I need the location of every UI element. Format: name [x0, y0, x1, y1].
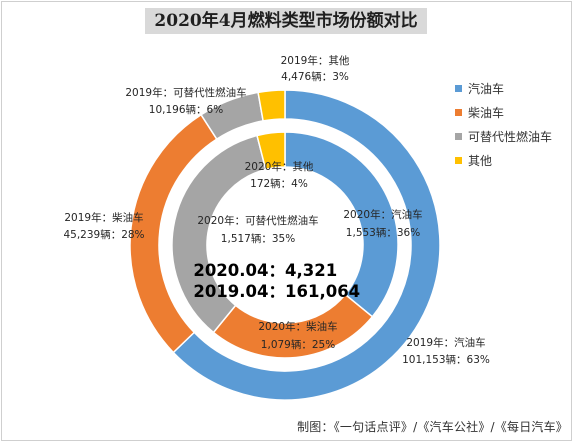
label-2019-alt-line1: 2019年：可替代性燃油车 — [125, 86, 246, 99]
slice-2020-alternative — [171, 134, 267, 334]
inner-ring-2020 — [171, 131, 399, 359]
label-2020-alt-line1: 2020年：可替代性燃油车 — [197, 214, 318, 227]
label-2020-alt-line2: 1,517辆：35% — [221, 232, 295, 245]
legend-item-alternative: 可替代性燃油车 — [455, 124, 552, 148]
total-2020-label: 2020.04： — [193, 261, 285, 280]
slice-2020-other — [256, 131, 286, 171]
legend-item-diesel: 柴油车 — [455, 100, 552, 124]
center-totals: 2020.04： 4,321 2019.04： 161,064 — [193, 261, 360, 301]
label-2020-other-line2: 172辆：4% — [250, 177, 308, 190]
legend-swatch-gasoline — [455, 84, 462, 92]
total-2020-value: 4,321 — [285, 261, 337, 280]
legend-label-other: 其他 — [468, 153, 493, 168]
slice-2019-other — [257, 89, 286, 122]
legend-swatch-alternative — [455, 132, 462, 140]
label-2020-gasoline-line2: 1,553辆：36% — [346, 226, 420, 239]
legend-swatch-diesel — [455, 108, 462, 116]
chart-legend: 汽油车 柴油车 可替代性燃油车 其他 — [455, 76, 552, 172]
label-2019-other-line2: 4,476辆：3% — [281, 70, 349, 83]
total-2019-label: 2019.04： — [193, 282, 285, 301]
legend-item-other: 其他 — [455, 148, 552, 172]
slice-labels: 2019年：其他 4,476辆：3% 2019年：可替代性燃油车 10,196辆… — [63, 54, 489, 366]
legend-item-gasoline: 汽油车 — [455, 76, 552, 100]
label-2020-diesel-line1: 2020年：柴油车 — [258, 320, 337, 333]
total-2019-value: 161,064 — [285, 282, 360, 301]
label-2019-diesel-line1: 2019年：柴油车 — [64, 211, 143, 224]
label-2019-gasoline-line2: 101,153辆：63% — [402, 353, 490, 366]
label-2019-other-line1: 2019年：其他 — [281, 54, 350, 67]
label-2020-diesel-line2: 1,079辆：25% — [261, 338, 335, 351]
legend-label-alternative: 可替代性燃油车 — [468, 129, 553, 144]
label-2019-diesel-line2: 45,239辆：28% — [63, 228, 144, 241]
outer-ring-2019 — [129, 89, 441, 401]
chart-credit: 制图：《一句话点评》/《汽车公社》/《每日汽车》 — [297, 420, 568, 434]
legend-swatch-other — [455, 156, 462, 164]
label-2019-gasoline-line1: 2019年：汽油车 — [406, 336, 485, 349]
legend-label-diesel: 柴油车 — [468, 105, 505, 120]
slice-2019-gasoline — [172, 89, 441, 401]
label-2020-gasoline-line1: 2020年：汽油车 — [343, 208, 422, 221]
label-2020-other-line1: 2020年：其他 — [245, 160, 314, 173]
label-2019-alt-line2: 10,196辆：6% — [149, 103, 223, 116]
slice-2020-gasoline — [284, 131, 399, 318]
chart-title: 2020年4月燃料类型市场份额对比 — [145, 8, 427, 34]
legend-label-gasoline: 汽油车 — [468, 81, 505, 96]
